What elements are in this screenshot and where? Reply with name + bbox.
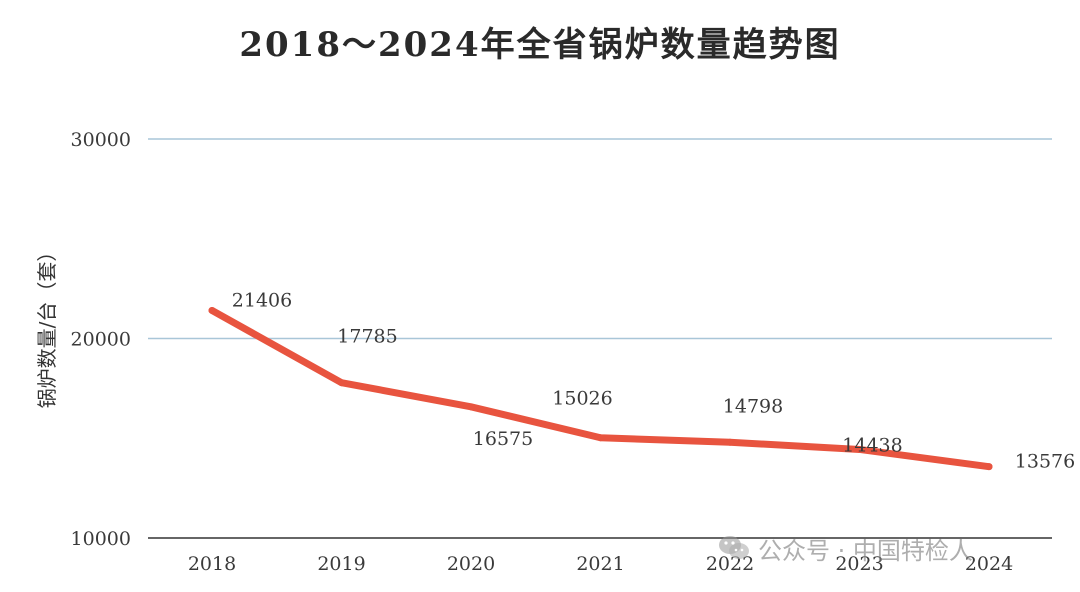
data-label: 21406 [232, 289, 292, 311]
data-point [726, 438, 734, 446]
x-tick-label: 2019 [317, 553, 365, 575]
data-label: 16575 [473, 428, 533, 450]
watermark: 公众号 · 中国特检人 [718, 530, 973, 566]
data-point [597, 434, 604, 442]
x-tick-labels: 2018 2019 2020 2021 2022 2023 2024 [188, 553, 1013, 575]
y-tick-labels: 10000 20000 30000 [71, 129, 131, 550]
wechat-icon [719, 536, 749, 559]
x-tick-label: 2021 [576, 553, 624, 575]
x-tick-label: 2018 [188, 553, 236, 575]
y-tick-label: 10000 [71, 528, 131, 550]
watermark-text: 公众号 · 中国特检人 [758, 536, 973, 565]
data-label: 15026 [552, 388, 612, 410]
series-line-group [208, 306, 993, 471]
data-point [467, 403, 475, 411]
data-point [856, 445, 863, 453]
y-tick-label: 20000 [71, 329, 131, 351]
y-axis-label: 锅炉数量/台（套） [35, 242, 59, 409]
data-labels: 21406 17785 16575 15026 14798 14438 13576 [232, 289, 1075, 472]
data-label: 17785 [337, 326, 397, 348]
x-tick-label: 2020 [447, 553, 495, 575]
chart-title: 2018～2024年全省锅炉数量趋势图 [239, 25, 840, 65]
gridlines [148, 138, 1052, 340]
data-label: 14438 [842, 434, 902, 456]
x-tick-label: 2023 [835, 553, 883, 575]
data-point [208, 306, 216, 314]
data-point [985, 463, 993, 471]
data-label: 13576 [1015, 451, 1075, 473]
y-tick-label: 30000 [71, 129, 131, 151]
data-label: 14798 [723, 395, 783, 417]
data-point [338, 379, 345, 387]
x-tick-label: 2024 [965, 553, 1013, 575]
